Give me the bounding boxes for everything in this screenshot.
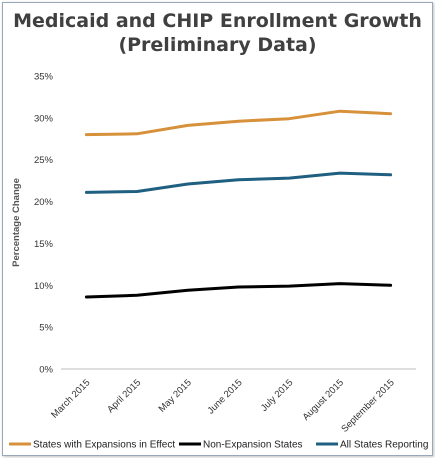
legend: States with Expansions in Effect Non-Expa… [9,440,428,451]
series-line-1 [84,282,393,299]
x-axis-ticks: March 2015 April 2015 May 2015 June 2015 Jul… [49,377,397,434]
chart-subtitle: (Preliminary Data) [118,34,317,56]
y-tick-label: 35% [34,72,54,83]
y-tick-label: 20% [34,197,54,208]
y-axis-ticks: 0% 5% 10% 15% 20% 25% 30% 35% [34,72,54,376]
series-line-0 [84,109,393,137]
x-tick-label: June 2015 [205,377,244,416]
x-tick-label: April 2015 [105,377,143,415]
y-tick-label: 10% [34,281,54,292]
chart-title: Medicaid and CHIP Enrollment Growth [13,10,422,32]
series-lines [84,109,393,299]
x-tick-label: September 2015 [339,377,396,434]
legend-label: Non-Expansion States [203,440,303,451]
legend-label: States with Expansions in Effect [33,440,175,451]
x-tick-label: August 2015 [301,377,347,423]
x-tick-label: May 2015 [157,377,194,414]
line-chart: 0% 5% 10% 15% 20% 25% 30% 35% March 2015 April 2… [9,72,428,451]
y-tick-label: 25% [34,155,54,166]
y-tick-label: 5% [39,323,53,334]
y-tick-label: 15% [34,239,54,250]
x-tick-label: July 2015 [259,377,296,414]
legend-label: All States Reporting [340,440,428,451]
series-line-2 [84,171,393,194]
x-tick-label: March 2015 [49,377,92,420]
y-axis-label: Percentage Change [11,178,22,267]
y-tick-label: 30% [34,113,54,124]
y-tick-label: 0% [39,365,53,376]
